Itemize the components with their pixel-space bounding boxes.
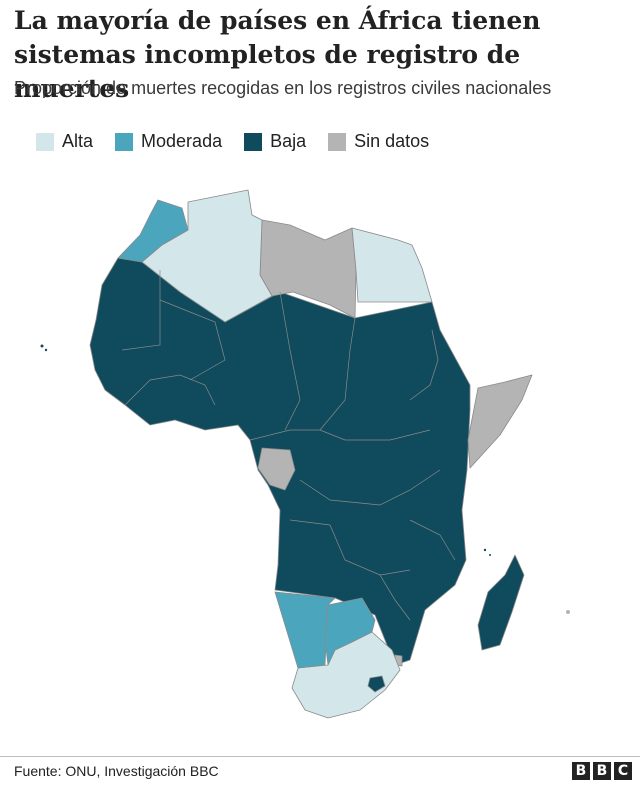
islands <box>40 344 491 556</box>
legend-item-alta: Alta <box>36 131 93 152</box>
logo-letter: C <box>614 762 632 780</box>
region-moderada-botswana <box>324 597 376 666</box>
island-mauritius <box>566 610 570 614</box>
legend-swatch-baja <box>244 132 263 151</box>
logo-letter: B <box>572 762 590 780</box>
logo-letter: B <box>593 762 611 780</box>
region-moderada-morocco <box>117 199 189 263</box>
legend-swatch-sin-datos <box>328 132 347 151</box>
legend-item-moderada: Moderada <box>115 131 222 152</box>
region-baja-madagascar <box>477 554 525 651</box>
africa-map <box>40 189 570 719</box>
chart-subtitle: Proporción de muertes recogidas en los r… <box>14 78 552 98</box>
footer-divider <box>0 756 640 757</box>
region-baja-lesotho <box>367 675 386 693</box>
legend-item-baja: Baja <box>244 131 306 152</box>
legend-label-sin-datos: Sin datos <box>354 131 430 151</box>
legend: Alta Moderada Baja Sin datos <box>36 131 451 152</box>
bbc-logo: B B C <box>569 762 632 780</box>
region-alta-egypt <box>351 227 433 303</box>
legend-swatch-moderada <box>115 132 134 151</box>
region-moderada-namibia <box>274 591 336 669</box>
internal-borders <box>121 270 456 621</box>
legend-swatch-alta <box>36 132 54 151</box>
legend-item-sin-datos: Sin datos <box>328 131 429 152</box>
legend-label-moderada: Moderada <box>141 131 223 151</box>
source-note: Fuente: ONU, Investigación BBC <box>14 763 219 779</box>
region-sin-datos-somalia <box>467 374 533 469</box>
legend-label-baja: Baja <box>270 131 307 151</box>
region-sin-datos-gabon <box>257 447 296 491</box>
chart-title: La mayoría de países en África tienen si… <box>14 6 541 103</box>
legend-label-alta: Alta <box>62 131 94 151</box>
